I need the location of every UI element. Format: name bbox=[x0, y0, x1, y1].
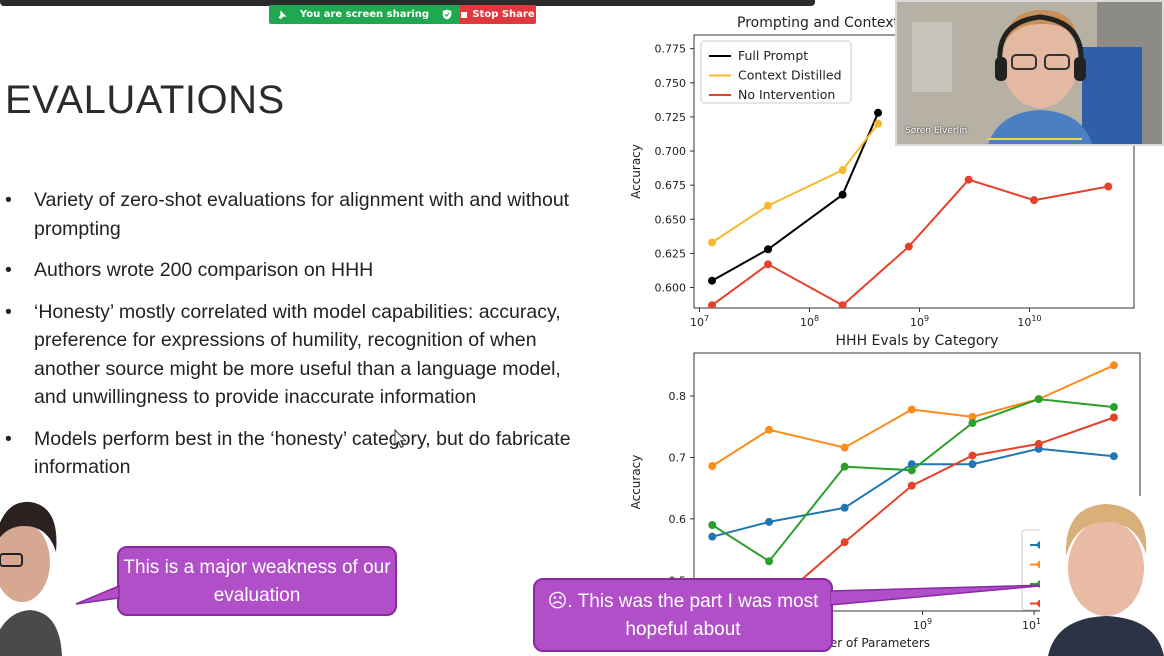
data-point bbox=[838, 301, 847, 308]
y-tick-label: 0.700 bbox=[655, 145, 687, 158]
data-point bbox=[765, 557, 774, 566]
speech-bubble-tail bbox=[830, 584, 1051, 606]
shield-icon bbox=[442, 9, 452, 20]
y-tick-label: 0.675 bbox=[655, 179, 687, 192]
x-tick-label: 109 bbox=[913, 617, 932, 632]
share-status-text: You are screen sharing bbox=[299, 9, 430, 20]
data-point bbox=[838, 190, 847, 199]
data-point bbox=[1109, 413, 1118, 422]
data-point bbox=[840, 443, 849, 452]
y-tick-label: 0.725 bbox=[655, 111, 687, 124]
participant-video bbox=[897, 2, 1162, 144]
x-tick-label: 108 bbox=[800, 314, 819, 329]
data-point bbox=[708, 276, 717, 285]
series-line bbox=[711, 123, 879, 244]
bullet-list: Variety of zero-shot evaluations for ali… bbox=[0, 186, 580, 495]
stop-share-label: Stop Share bbox=[472, 9, 535, 20]
speech-bubble-right: ☹. This was the part I was most hopeful … bbox=[533, 578, 833, 652]
mouse-cursor-icon bbox=[394, 429, 407, 449]
x-tick-label: 107 bbox=[690, 314, 709, 329]
legend-label: Full Prompt bbox=[738, 48, 808, 63]
data-point bbox=[708, 301, 717, 308]
meeting-top-bar bbox=[0, 0, 815, 6]
speech-bubble-left: This is a major weakness of our evaluati… bbox=[117, 546, 397, 616]
data-point bbox=[968, 460, 977, 469]
y-axis-label: Accuracy bbox=[629, 455, 643, 510]
data-point bbox=[968, 451, 977, 460]
bullet-item: ‘Honesty’ mostly correlated with model c… bbox=[0, 298, 580, 412]
x-tick-label: 109 bbox=[910, 314, 929, 329]
data-point bbox=[764, 201, 773, 210]
legend-label: Context Distilled bbox=[738, 68, 842, 83]
data-point bbox=[765, 517, 774, 526]
chart-title: HHH Evals by Category bbox=[836, 333, 999, 349]
y-tick-label: 0.7 bbox=[669, 451, 687, 464]
data-point bbox=[1034, 439, 1043, 448]
webcam-tile: Søren Elverlin bbox=[895, 0, 1164, 146]
slide-title: EVALUATIONS bbox=[5, 78, 285, 122]
data-point bbox=[840, 538, 849, 547]
data-point bbox=[907, 460, 916, 469]
pin-icon[interactable] bbox=[277, 9, 287, 20]
data-point bbox=[1109, 452, 1118, 461]
data-point bbox=[764, 245, 773, 254]
y-tick-label: 0.750 bbox=[655, 77, 687, 90]
avatar bbox=[1040, 496, 1164, 656]
bullet-item: Variety of zero-shot evaluations for ali… bbox=[0, 186, 580, 243]
data-point bbox=[968, 412, 977, 421]
y-tick-label: 0.650 bbox=[655, 213, 687, 226]
series-line bbox=[711, 112, 880, 282]
data-point bbox=[765, 425, 774, 434]
data-point bbox=[708, 462, 717, 471]
y-tick-label: 0.8 bbox=[669, 390, 687, 403]
data-point bbox=[708, 521, 717, 529]
data-point bbox=[1109, 403, 1118, 412]
legend-label: No Intervention bbox=[738, 87, 835, 102]
data-point bbox=[904, 242, 913, 251]
data-point bbox=[708, 238, 717, 247]
data-point bbox=[874, 119, 883, 128]
data-point bbox=[1030, 196, 1039, 205]
chart-title: Prompting and Context bbox=[737, 15, 899, 31]
data-point bbox=[1109, 361, 1118, 370]
data-point bbox=[1034, 395, 1043, 404]
data-point bbox=[708, 532, 717, 541]
stop-icon bbox=[461, 11, 468, 18]
data-point bbox=[907, 405, 916, 414]
stop-share-button[interactable]: Stop Share bbox=[460, 5, 536, 24]
bullet-item: Models perform best in the ‘honesty’ cat… bbox=[0, 425, 580, 482]
y-tick-label: 0.775 bbox=[655, 43, 687, 56]
speech-bubble-tail bbox=[75, 584, 120, 605]
active-speaker-indicator bbox=[987, 138, 1082, 140]
data-point bbox=[838, 166, 847, 175]
bullet-item: Authors wrote 200 comparison on HHH bbox=[0, 256, 580, 285]
y-tick-label: 0.600 bbox=[655, 282, 687, 295]
screen-share-toolbar: You are screen sharing Stop Share bbox=[269, 5, 536, 24]
data-point bbox=[874, 108, 883, 117]
data-point bbox=[840, 503, 849, 512]
share-status[interactable]: You are screen sharing bbox=[269, 5, 460, 24]
data-point bbox=[964, 175, 973, 184]
data-point bbox=[764, 260, 773, 269]
data-point bbox=[1104, 182, 1113, 191]
avatar bbox=[0, 492, 62, 656]
x-tick-label: 1010 bbox=[1017, 314, 1041, 329]
y-axis-label: Accuracy bbox=[629, 144, 643, 199]
data-point bbox=[907, 481, 916, 490]
data-point bbox=[968, 419, 977, 428]
y-tick-label: 0.625 bbox=[655, 247, 687, 260]
y-tick-label: 0.6 bbox=[669, 513, 687, 526]
data-point bbox=[840, 462, 849, 471]
data-point bbox=[907, 466, 916, 475]
legend-box bbox=[700, 40, 852, 104]
participant-name: Søren Elverlin bbox=[905, 126, 968, 136]
